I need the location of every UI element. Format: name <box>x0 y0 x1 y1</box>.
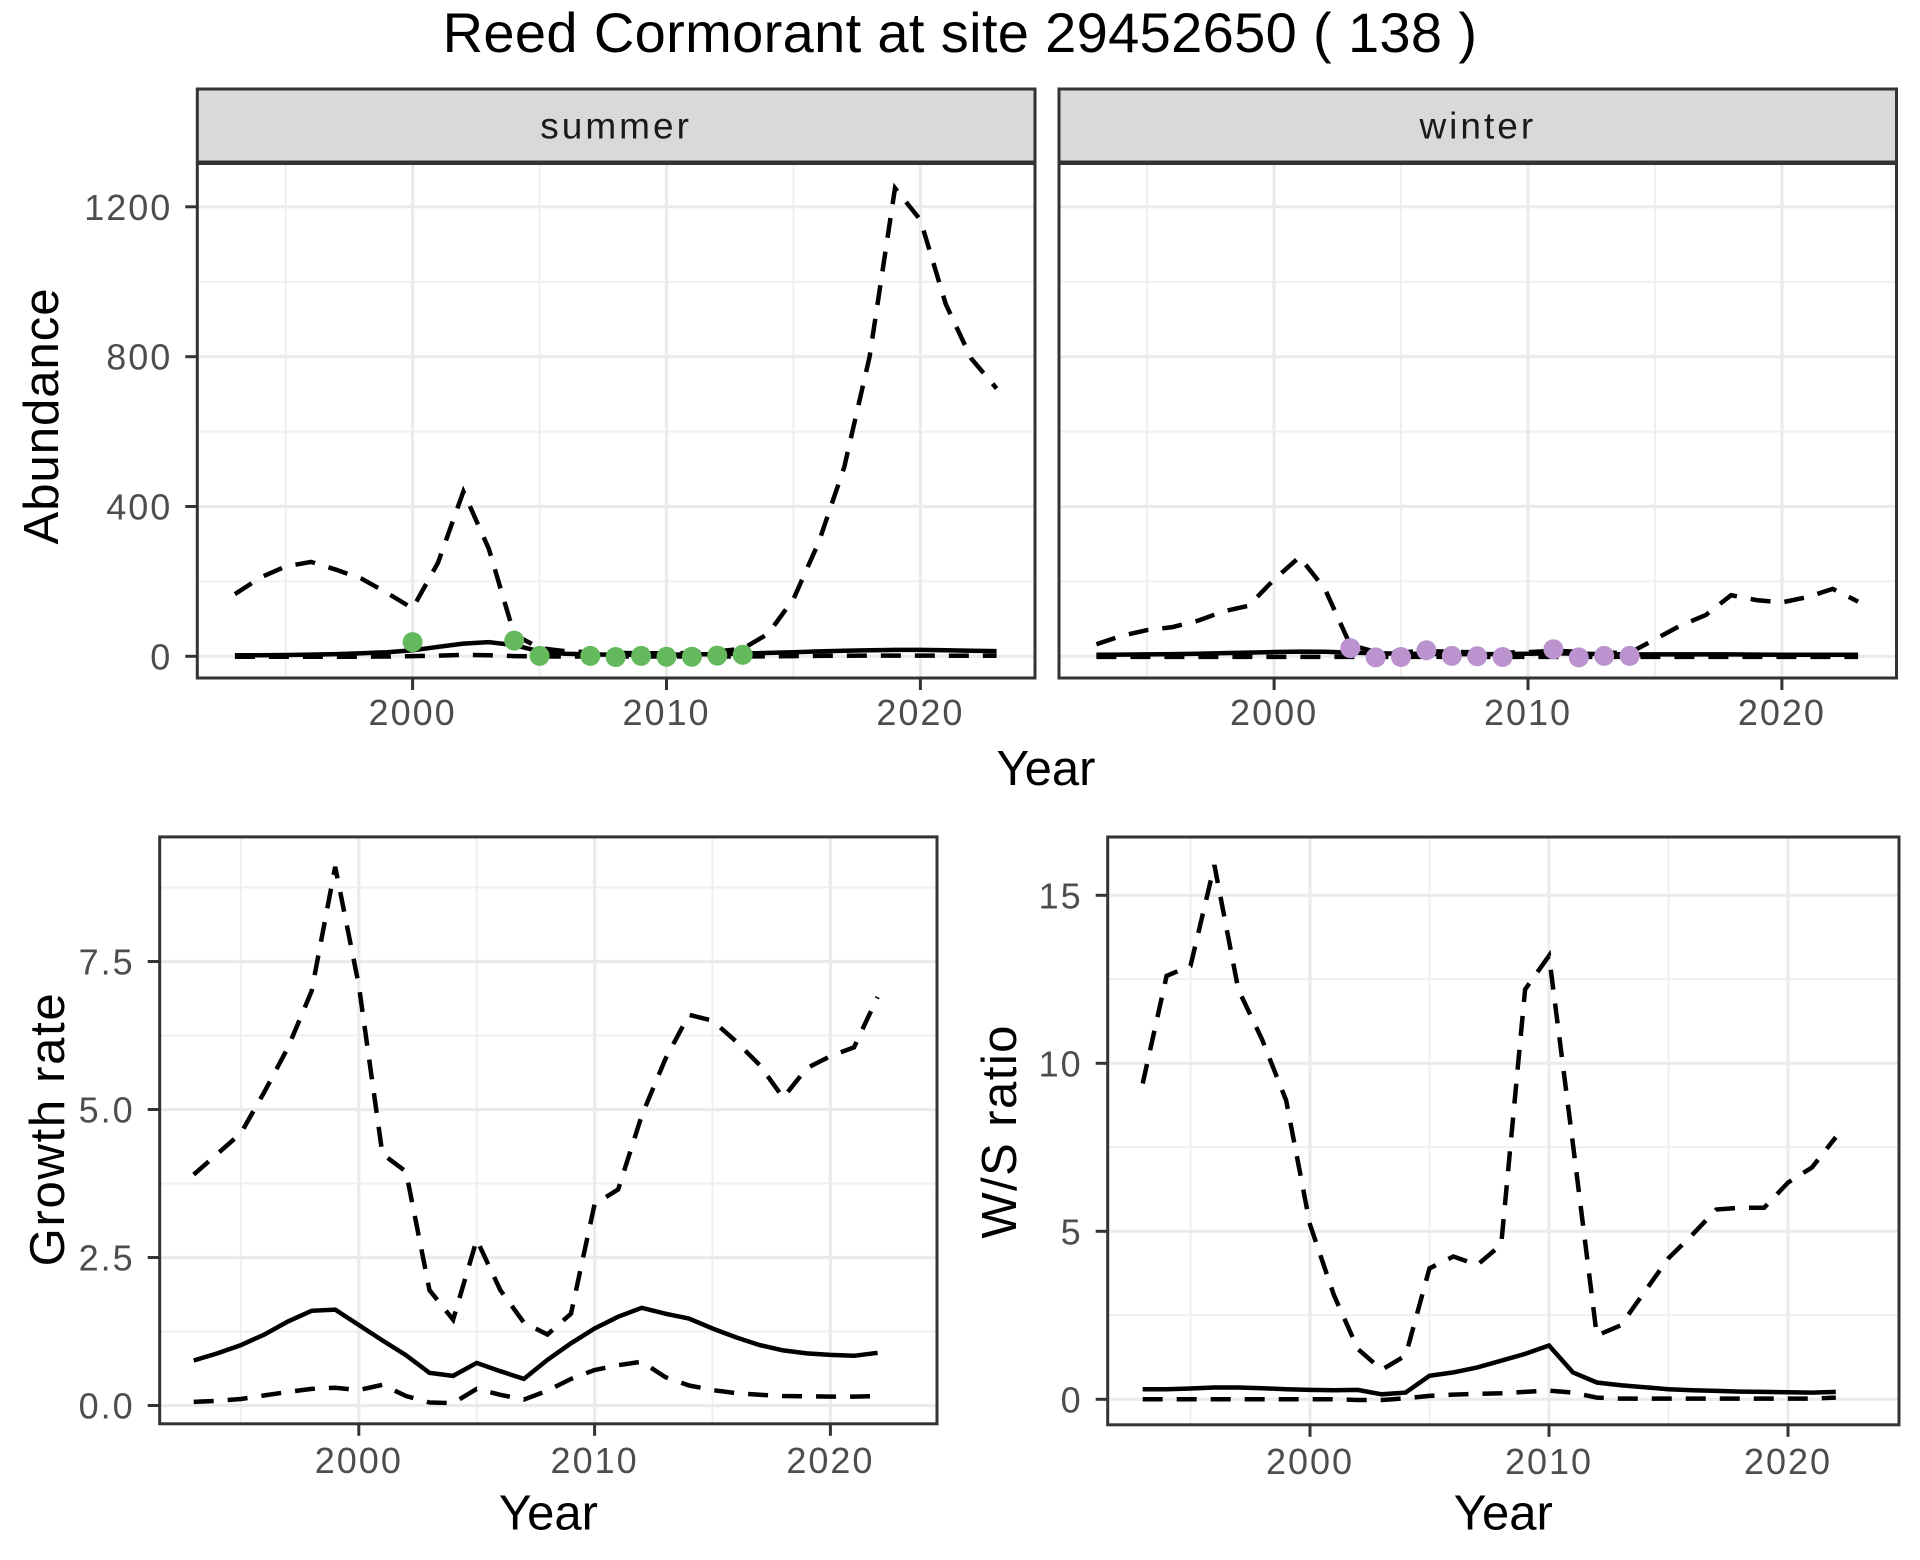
svg-text:Reed Cormorant at site 2945265: Reed Cormorant at site 29452650 ( 138 ) <box>443 1 1478 64</box>
svg-text:Growth rate: Growth rate <box>21 992 75 1267</box>
svg-text:2020: 2020 <box>876 692 964 733</box>
svg-text:1200: 1200 <box>84 187 172 228</box>
svg-text:2010: 2010 <box>1484 692 1572 733</box>
svg-text:2000: 2000 <box>1230 692 1318 733</box>
svg-text:Year: Year <box>996 742 1095 796</box>
svg-text:7.5: 7.5 <box>79 942 135 983</box>
svg-text:5: 5 <box>1061 1211 1083 1252</box>
svg-text:2020: 2020 <box>1738 692 1826 733</box>
svg-text:W/S ratio: W/S ratio <box>973 1024 1027 1239</box>
svg-text:5.0: 5.0 <box>79 1090 135 1131</box>
svg-text:400: 400 <box>106 487 172 528</box>
svg-text:2020: 2020 <box>1744 1441 1832 1482</box>
svg-text:10: 10 <box>1039 1043 1083 1084</box>
svg-text:2010: 2010 <box>551 1440 639 1481</box>
svg-text:0: 0 <box>1061 1379 1083 1420</box>
svg-text:15: 15 <box>1039 875 1083 916</box>
svg-text:0: 0 <box>150 636 172 677</box>
svg-text:2010: 2010 <box>1505 1441 1593 1482</box>
svg-text:2020: 2020 <box>786 1440 874 1481</box>
svg-text:0.0: 0.0 <box>79 1386 135 1427</box>
svg-text:800: 800 <box>106 337 172 378</box>
svg-text:winter: winter <box>1418 106 1536 147</box>
svg-text:2010: 2010 <box>622 692 710 733</box>
svg-text:Abundance: Abundance <box>15 288 69 545</box>
svg-text:2000: 2000 <box>315 1440 403 1481</box>
svg-text:2000: 2000 <box>1266 1441 1354 1482</box>
svg-text:summer: summer <box>540 106 692 147</box>
svg-text:2000: 2000 <box>369 692 457 733</box>
svg-text:2.5: 2.5 <box>79 1238 135 1279</box>
svg-text:Year: Year <box>499 1487 598 1541</box>
svg-text:Year: Year <box>1454 1487 1553 1541</box>
